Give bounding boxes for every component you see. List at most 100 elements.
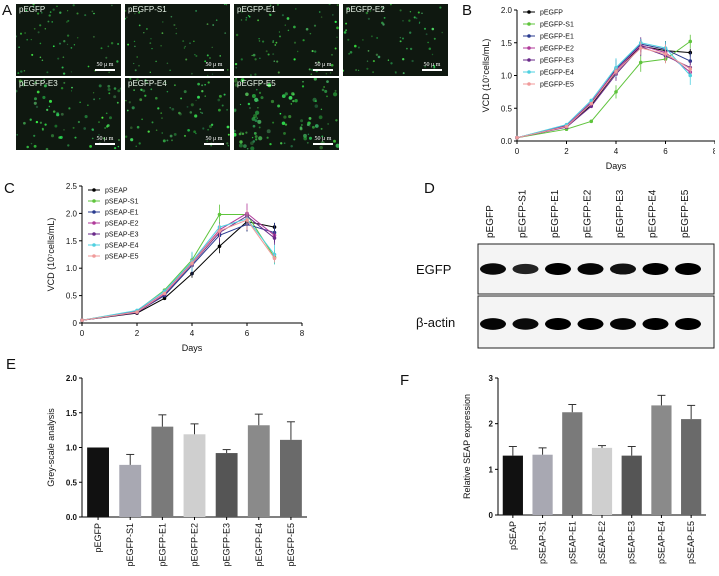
scale-bar: 50 μ m (95, 136, 115, 145)
y-tick-label: 1.0 (66, 264, 78, 273)
blot-band (577, 263, 604, 275)
scale-bar: 50 μ m (313, 136, 333, 145)
lane-label: pEGFP-E4 (648, 189, 659, 238)
x-tick-label: pEGFP-E3 (222, 523, 232, 567)
blot-band (512, 318, 539, 330)
micrograph-tile: pEGFP-E3 50 μ m (16, 78, 121, 150)
legend-label: pSEAP-E5 (105, 254, 139, 261)
legend-marker (527, 10, 531, 14)
scale-bar: 50 μ m (95, 62, 115, 71)
blot-row-label: β-actin (416, 315, 455, 330)
x-tick-label: pEGFP-E1 (157, 523, 167, 567)
scale-bar-label: 50 μ m (96, 62, 114, 68)
micrograph-label: pEGFP-E1 (237, 5, 276, 14)
data-point (515, 135, 519, 140)
scale-bar: 50 μ m (204, 136, 224, 145)
legend-label: pEGFP-E4 (540, 70, 574, 77)
legend-label: pEGFP-E3 (540, 58, 574, 65)
panel-label-a: A (2, 2, 13, 19)
fluorescence-speckles (16, 78, 121, 150)
y-tick-label: 0.0 (501, 137, 513, 146)
bar (502, 455, 523, 515)
micrograph-tile: pEGFP-E1 50 μ m (234, 4, 339, 76)
bar (681, 419, 702, 515)
x-tick-label: 4 (614, 147, 619, 156)
lane-label: pEGFP (485, 205, 496, 238)
data-point (217, 229, 222, 233)
scale-bar-label: 50 μ m (314, 136, 332, 142)
x-tick-label: pSEAP-E4 (656, 521, 666, 564)
bar (183, 434, 206, 517)
legend-marker (92, 243, 96, 247)
micrograph-label: pEGFP (19, 5, 46, 14)
y-tick-label: 0.5 (66, 292, 78, 301)
scale-bar-label: 50 μ m (314, 62, 332, 68)
x-tick-label: 0 (80, 329, 85, 338)
fluorescence-speckles (234, 78, 339, 150)
bar (591, 447, 613, 515)
y-tick-label: 2.0 (66, 374, 78, 383)
y-tick-label: 1 (489, 465, 494, 474)
micrograph-tile: pEGFP 50 μ m (16, 4, 121, 76)
bar (280, 439, 302, 517)
y-tick-label: 1.0 (66, 444, 78, 453)
x-tick-label: pEGFP-S1 (125, 523, 135, 567)
micrograph-label: pEGFP-S1 (128, 5, 167, 14)
x-tick-label: pSEAP-E3 (627, 521, 637, 564)
legend-label: pSEAP-E2 (105, 221, 139, 228)
scale-bar-line (95, 69, 115, 71)
micrograph-label: pEGFP-E5 (237, 79, 276, 88)
blot-band (545, 318, 571, 330)
lane-label: pEGFP-E1 (550, 189, 561, 238)
data-point (272, 236, 277, 240)
x-tick-label: 2 (135, 329, 140, 338)
scale-bar-line (313, 69, 333, 71)
data-point (589, 119, 594, 124)
x-tick-label: 2 (564, 147, 569, 156)
x-tick-label: pSEAP (508, 521, 518, 550)
series-line (81, 223, 275, 321)
blot-band (610, 263, 636, 275)
blot-band (480, 318, 506, 330)
series-line (81, 212, 275, 321)
x-tick-label: pSEAP-E2 (597, 521, 607, 564)
micrograph-label: pEGFP-E4 (128, 79, 167, 88)
data-point (589, 101, 594, 106)
data-point (190, 261, 194, 266)
scale-bar: 50 μ m (422, 62, 442, 71)
series-line (81, 214, 275, 321)
x-axis-label: Days (182, 343, 203, 353)
bar (215, 453, 238, 517)
y-axis-label: VCD (10⁷cells/mL) (46, 218, 56, 292)
x-tick-label: pEGFP (93, 523, 103, 553)
legend-label: pSEAP (105, 188, 128, 195)
data-point (688, 67, 693, 71)
scale-bar-line (422, 69, 442, 71)
legend-marker (527, 70, 531, 74)
y-tick-label: 2 (489, 420, 494, 429)
blot-band (675, 318, 701, 330)
x-tick-label: 4 (190, 329, 195, 338)
blot-band (642, 318, 669, 330)
panel-label-e: E (6, 356, 17, 373)
blot-band (675, 263, 701, 275)
bar (532, 454, 553, 515)
legend-marker (92, 221, 96, 225)
data-point (245, 218, 249, 222)
data-point (589, 104, 594, 109)
x-tick-label: pSEAP-E5 (686, 521, 696, 564)
y-tick-label: 2.0 (501, 6, 513, 15)
lane-label: pEGFP-S1 (518, 189, 529, 238)
x-tick-label: pEGFP-E4 (254, 523, 264, 567)
blot-band (610, 318, 636, 330)
x-tick-label: pSEAP-E1 (567, 521, 577, 564)
legend-marker (92, 199, 96, 203)
seap-expression-bar-chart: 0 1 2 3 Relative SEAP expression pSEAP pSEAP-S… (462, 374, 706, 564)
x-tick-label: 8 (713, 147, 715, 156)
x-tick-label: 0 (515, 147, 520, 156)
blot-band (512, 263, 539, 275)
panel-label-d: D (424, 180, 435, 197)
legend-marker (92, 232, 96, 236)
legend-marker (527, 58, 531, 62)
fluorescence-speckles (125, 78, 230, 147)
